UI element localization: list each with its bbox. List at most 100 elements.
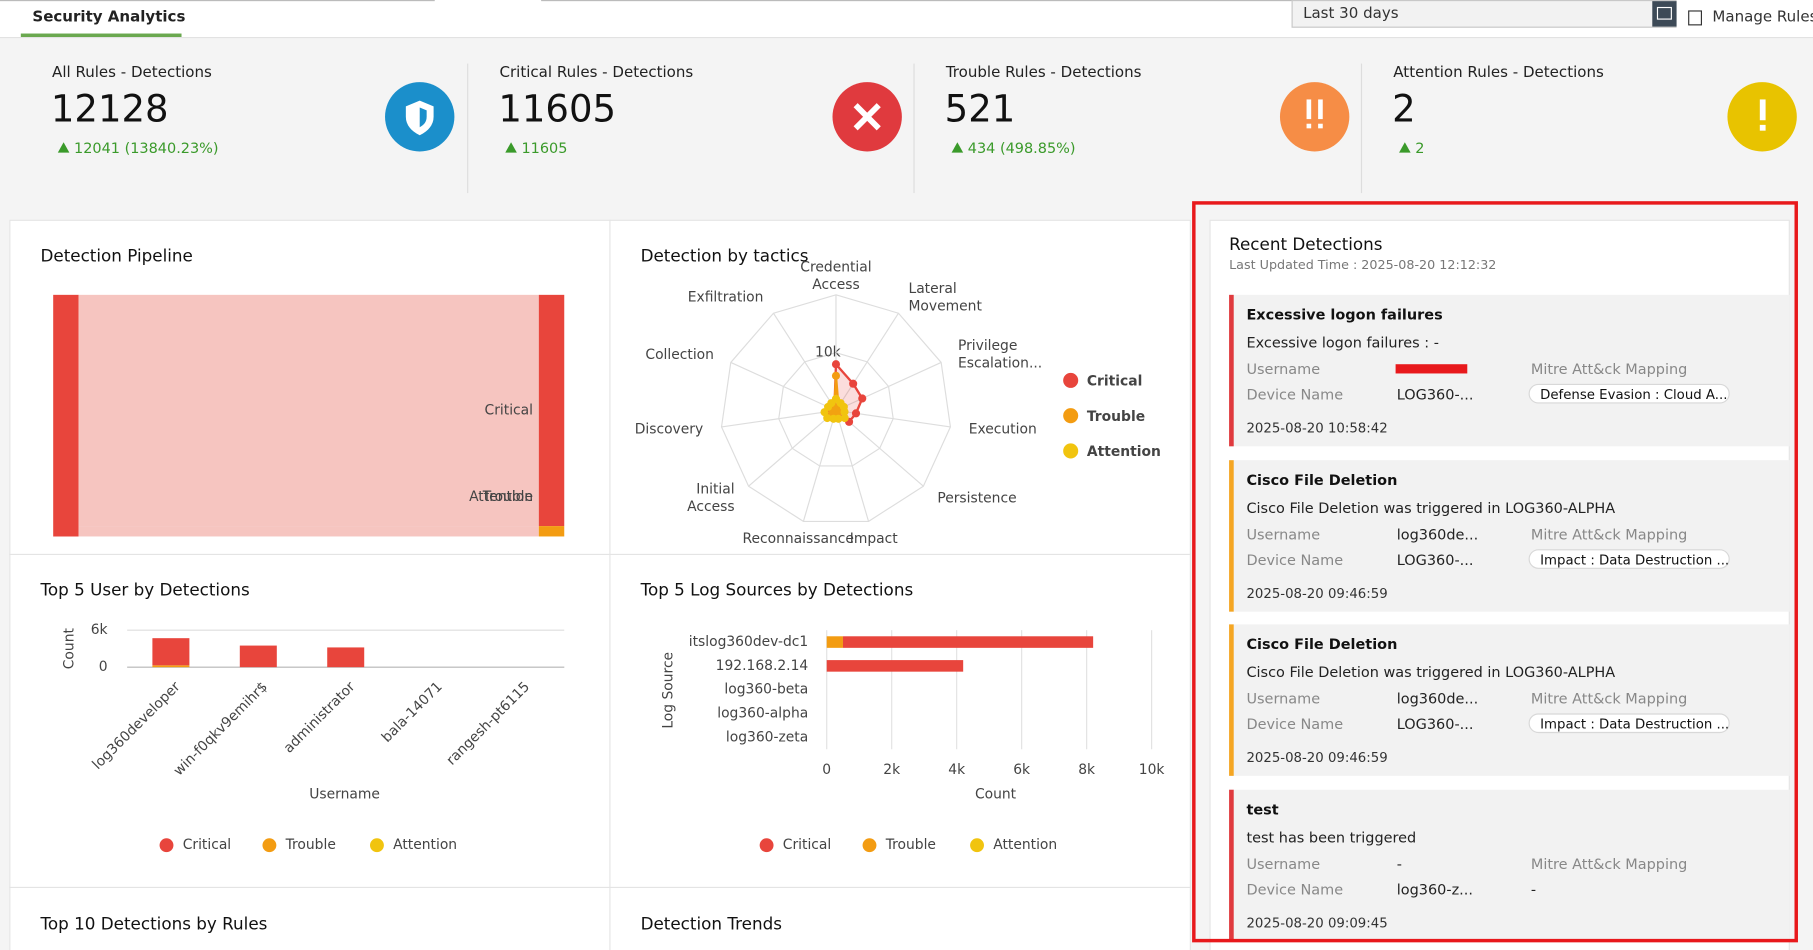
radar-point	[849, 379, 858, 388]
kpi-divider	[1360, 63, 1363, 194]
detection-title: Excessive logon failures	[1246, 305, 1443, 324]
legend-marker	[159, 838, 174, 853]
legend-marker	[970, 838, 984, 853]
chart-title: Top 5 User by Detections	[40, 581, 250, 601]
field-label: Device Name	[1246, 385, 1344, 403]
radar-spoke	[835, 361, 942, 411]
field-label: Mitre Att&ck Mapping	[1530, 690, 1688, 708]
legend-marker	[1063, 372, 1079, 388]
axis-label: Persistence	[937, 490, 1016, 506]
legend-label: Attention	[393, 837, 457, 853]
axis-label: Lateral Movement	[908, 281, 982, 314]
y-tick-label: 192.168.2.14	[716, 658, 809, 674]
detection-description: Excessive logon failures : -	[1246, 333, 1439, 351]
bar	[826, 660, 964, 672]
legend-label: Attention	[993, 837, 1057, 853]
sankey-link	[78, 526, 539, 537]
bar	[826, 636, 843, 648]
kpi-change: 2	[1415, 139, 1425, 157]
bang-glyph	[1759, 124, 1766, 131]
detection-card	[1229, 294, 1790, 447]
detection-title: test	[1246, 800, 1279, 819]
panel-title: Top 10 Detections by Rules	[40, 915, 268, 935]
username: log360de...	[1396, 690, 1479, 708]
legend-label: Critical	[1087, 374, 1142, 390]
field-label: Device Name	[1246, 715, 1344, 733]
username: -	[1396, 855, 1402, 873]
bang-glyph	[1306, 99, 1312, 120]
calendar-button[interactable]	[1652, 1, 1677, 27]
axis-label: Collection	[645, 347, 714, 363]
panel-title: Detection Trends	[640, 915, 782, 935]
chart-title: Top 5 Log Sources by Detections	[640, 581, 914, 601]
y-tick-label: 6k	[91, 622, 108, 638]
radar-point	[827, 399, 836, 408]
panel-divider	[9, 886, 1191, 888]
tab-underline	[20, 33, 182, 37]
recent-title: Recent Detections	[1229, 235, 1383, 255]
kpi-divider	[467, 63, 469, 194]
x-axis-label: Username	[309, 786, 380, 802]
y-tick-label: 0	[99, 659, 108, 675]
detection-card	[1229, 789, 1790, 942]
detection-title: Cisco File Deletion	[1246, 470, 1398, 489]
detection-time: 2025-08-20 09:46:59	[1246, 584, 1388, 601]
device-name: LOG360-...	[1396, 550, 1474, 568]
y-axis-label: Count	[61, 628, 77, 670]
x-tick-label: 4k	[948, 762, 965, 778]
trend-up	[505, 142, 517, 153]
axis-label: Credential Access	[800, 260, 871, 293]
r-tick-label: 10k	[815, 345, 841, 361]
trend-up	[951, 142, 964, 153]
legend-label: Critical	[183, 837, 231, 853]
device-name: LOG360-...	[1396, 385, 1474, 403]
legend-label: Trouble	[885, 837, 936, 853]
chart-title: Detection Pipeline	[40, 247, 193, 266]
detection-time: 2025-08-20 09:09:45	[1246, 914, 1388, 931]
kpi-title: Trouble Rules - Detections	[945, 64, 1142, 82]
legend-marker	[759, 838, 774, 853]
shield-glyph	[419, 107, 427, 128]
top-rule	[0, 0, 435, 2]
bang-glyph	[1306, 123, 1312, 129]
bar	[327, 647, 365, 668]
legend-label: Trouble	[1087, 409, 1145, 425]
date-range: Last 30 days	[1303, 5, 1399, 23]
bar	[152, 665, 190, 668]
x-axis-label: Count	[975, 786, 1017, 802]
field-label: Username	[1246, 690, 1321, 708]
x-tick-label: 6k	[1013, 762, 1030, 778]
detection-description: test has been triggered	[1246, 828, 1417, 846]
mitre-tag	[1528, 383, 1730, 404]
sankey-node	[53, 294, 79, 537]
axis-label: Execution	[969, 422, 1037, 438]
date-box[interactable]	[1291, 0, 1677, 28]
axis-label: Reconnaissance	[742, 531, 853, 547]
legend-marker	[1063, 408, 1079, 424]
radar-spoke	[721, 409, 837, 428]
field-label: Username	[1246, 855, 1321, 873]
bar	[239, 645, 277, 668]
chart-title: Detection by tactics	[640, 247, 809, 266]
kpi-value: 521	[944, 86, 1016, 131]
detection-card	[1229, 624, 1790, 777]
panel-divider	[609, 219, 611, 950]
y-axis-label: Log Source	[660, 652, 676, 729]
x-glyph	[853, 103, 881, 131]
legend-marker	[862, 838, 877, 853]
radar-spoke	[772, 312, 837, 411]
recent-updated: Last Updated Time : 2025-08-20 12:12:32	[1229, 257, 1497, 273]
mitre-tag	[1528, 548, 1730, 569]
x-tick-label: 2k	[883, 762, 900, 778]
detection-card	[1229, 459, 1790, 612]
device-name: log360-z...	[1396, 880, 1473, 898]
kpi-icon	[1279, 82, 1350, 152]
field-label: Device Name	[1246, 550, 1344, 568]
x-tick-label: administrator	[281, 679, 359, 757]
radar-spoke	[748, 410, 837, 487]
field-label: Username	[1246, 360, 1321, 378]
axis-label: Initial Access	[687, 482, 734, 515]
